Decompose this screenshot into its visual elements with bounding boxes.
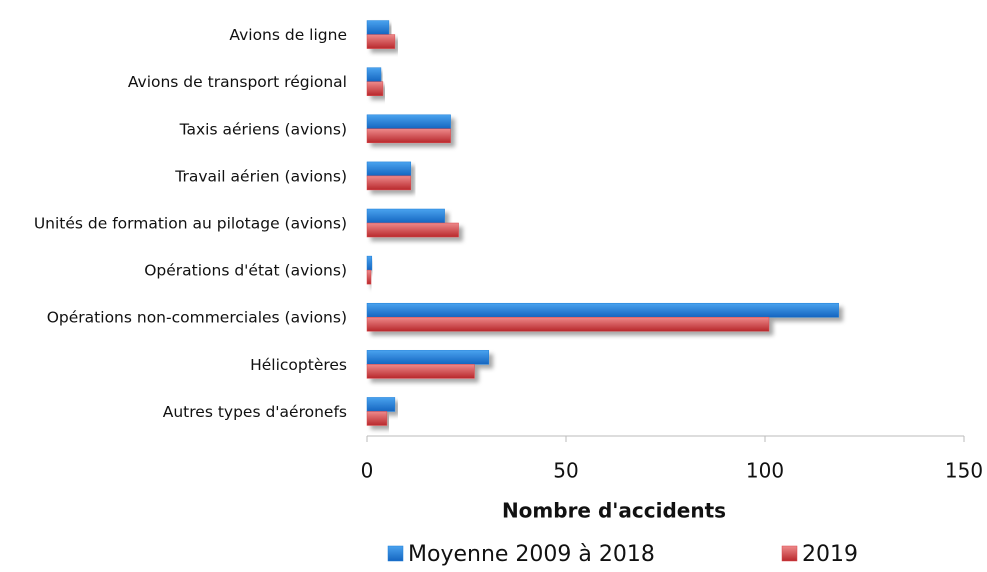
legend-swatch xyxy=(387,545,404,562)
bar xyxy=(366,81,384,96)
bar xyxy=(366,67,382,82)
bar xyxy=(366,208,445,224)
legend-label: 2019 xyxy=(802,542,858,567)
y-tick-label: Avions de transport régional xyxy=(128,73,347,91)
bar xyxy=(366,161,412,177)
x-tick-label: 150 xyxy=(945,459,983,483)
legend-swatch xyxy=(781,545,798,562)
bar xyxy=(366,364,475,379)
x-axis-title: Nombre d'accidents xyxy=(502,499,726,523)
bar xyxy=(366,175,412,191)
bar xyxy=(366,316,770,332)
y-tick-label: Opérations d'état (avions) xyxy=(144,262,347,280)
bar xyxy=(366,302,839,318)
bar xyxy=(366,34,396,49)
bar xyxy=(366,114,451,130)
bar xyxy=(366,350,490,365)
x-tick-label: 0 xyxy=(361,459,374,483)
bar xyxy=(366,269,372,285)
bar xyxy=(366,255,373,271)
bar xyxy=(366,128,451,144)
bar xyxy=(366,397,396,412)
x-tick-label: 50 xyxy=(553,459,578,483)
y-tick-label: Unités de formation au pilotage (avions) xyxy=(34,215,347,233)
legend-label: Moyenne 2009 à 2018 xyxy=(408,542,655,567)
bar xyxy=(366,20,390,35)
x-tick-label: 100 xyxy=(746,459,784,483)
y-tick-label: Avions de ligne xyxy=(229,26,347,44)
bar xyxy=(366,411,388,426)
y-tick-label: Travail aérien (avions) xyxy=(174,167,347,185)
y-tick-label: Taxis aériens (avions) xyxy=(179,120,347,138)
y-tick-label: Hélicoptères xyxy=(250,356,347,374)
bar xyxy=(366,222,459,238)
y-tick-label: Opérations non-commerciales (avions) xyxy=(47,309,347,327)
y-tick-label: Autres types d'aéronefs xyxy=(163,403,347,421)
